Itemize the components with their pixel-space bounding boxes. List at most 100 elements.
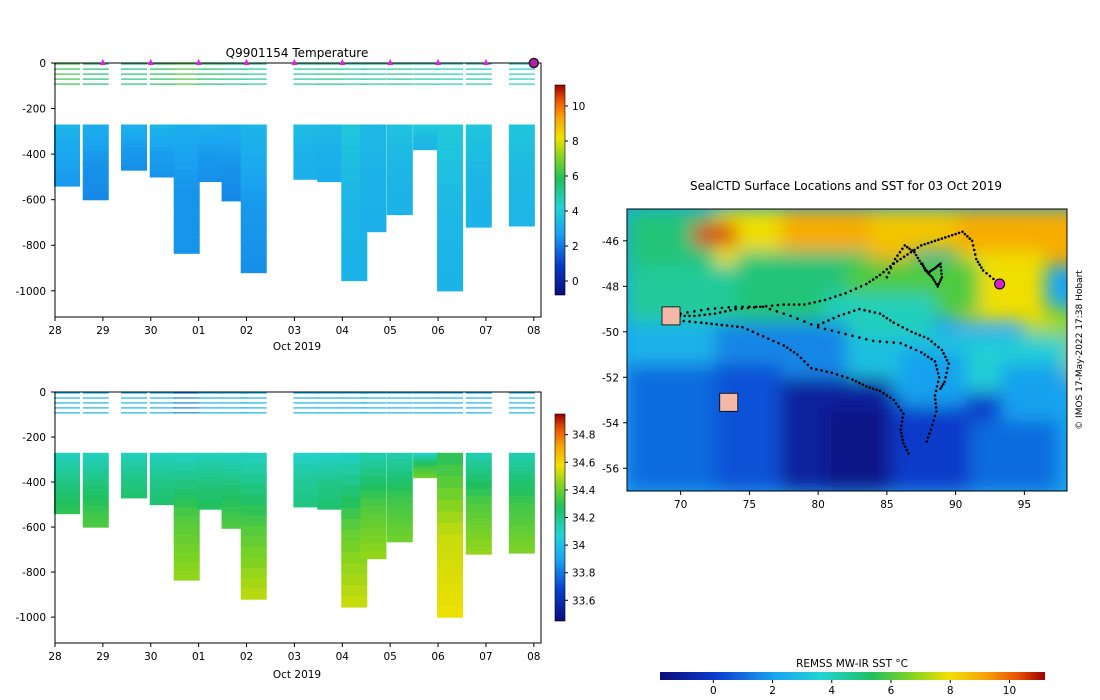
salinity-profile-cell	[149, 489, 176, 495]
track-point	[806, 363, 810, 367]
temperature-profile	[465, 63, 492, 228]
track-point	[724, 310, 727, 313]
temperature-profile-cell	[293, 136, 320, 141]
seal-patch-markers	[661, 278, 1006, 412]
temperature-profile	[240, 63, 267, 274]
track-point	[729, 308, 732, 312]
track-point	[830, 371, 834, 375]
temperature-profile-cell	[386, 156, 413, 164]
salinity-surface-line	[360, 402, 387, 404]
salinity-profile	[121, 392, 148, 499]
track-point	[947, 234, 951, 238]
salinity-profile-cell	[341, 540, 368, 553]
salinity-profile-cell	[465, 517, 492, 526]
temperature-profile-cell	[221, 151, 248, 158]
temperature-profile-cell	[121, 131, 148, 135]
salinity-profile-cell	[82, 463, 109, 470]
salinity-profile-cell	[54, 496, 80, 502]
salinity-y-tick-label: -400	[22, 477, 46, 489]
temperature-profile	[293, 63, 320, 180]
temperature-profile-cell	[240, 135, 267, 147]
temperature-profile-cell	[54, 137, 80, 143]
salinity-profile-cell	[197, 505, 224, 510]
salinity-profile-cell	[221, 468, 248, 475]
temperature-profile-cell	[413, 137, 440, 140]
salinity-profile-cell	[465, 503, 492, 512]
salinity-profile-cell	[121, 488, 148, 492]
salinity-profile-cell	[386, 535, 413, 543]
salinity-surface-line	[240, 397, 267, 399]
salinity-profile	[293, 392, 320, 508]
temperature-surface-line	[54, 83, 80, 85]
track-point	[796, 353, 799, 356]
salinity-y-tick-label: -1000	[15, 612, 46, 624]
temperature-profile-cell	[508, 160, 535, 169]
track-point	[910, 330, 913, 334]
salinity-surface-line	[413, 402, 440, 404]
sst-colorbar-tick-label: 8	[947, 685, 954, 697]
temperature-x-tick-label: 01	[192, 325, 205, 337]
salinity-surface-line	[121, 402, 148, 404]
temperature-surface-line	[386, 68, 413, 70]
salinity-surface-line	[508, 397, 535, 399]
salinity-panel: 28 29 30 01 02 03 04 05 06 07 08 0 -200 -400 -600 -800 -…	[15, 387, 595, 681]
track-point	[727, 306, 731, 309]
salinity-surface-line	[317, 392, 344, 394]
temperature-profile-cell	[221, 140, 248, 147]
track-point	[710, 322, 713, 326]
salinity-profile-cell	[240, 505, 267, 517]
salinity-profile-cell	[360, 528, 387, 537]
temperature-profile-cell	[173, 152, 200, 162]
track-point	[864, 385, 868, 388]
temperature-profile-cell	[240, 209, 267, 221]
track-point	[946, 366, 950, 370]
track-point	[899, 428, 902, 431]
temperature-profile-cell	[413, 129, 440, 133]
temperature-profile-cell	[221, 173, 248, 180]
track-point	[922, 335, 926, 339]
temperature-colorbar-tick-label: 4	[572, 206, 579, 218]
salinity-axes: 28 29 30 01 02 03 04 05 06 07 08 0 -200 -400 -600 -800 -…	[15, 387, 542, 663]
temperature-profile-cell	[240, 240, 267, 253]
track-point	[885, 340, 889, 344]
track-point	[885, 275, 889, 279]
track-point	[934, 389, 938, 393]
track-point	[943, 380, 946, 384]
temperature-surface-line	[197, 68, 224, 70]
salinity-profile-cell	[82, 458, 109, 464]
temperature-profile-cell	[82, 135, 109, 142]
salinity-x-tick-label: 08	[527, 651, 540, 663]
temperature-profile-cell	[149, 128, 176, 133]
temperature-profile-cell	[149, 165, 176, 171]
salinity-surface-line	[360, 407, 387, 409]
salinity-profile-cell	[341, 551, 368, 564]
temperature-profile-cell	[173, 216, 200, 227]
track-point	[968, 237, 972, 240]
track-point	[699, 321, 703, 325]
temperature-profile-cell	[197, 152, 224, 158]
temperature-profile-cell	[149, 146, 176, 152]
salinity-profile-cell	[413, 475, 440, 479]
temperature-profile-cell	[121, 124, 148, 129]
salinity-profile-cell	[465, 474, 492, 483]
salinity-profile-cell	[82, 489, 109, 496]
temperature-profile-cell	[173, 244, 200, 254]
salinity-profile-cell	[121, 478, 148, 483]
track-point	[764, 304, 768, 308]
temperature-x-tick-label: 07	[479, 325, 492, 337]
temperature-time-marker	[482, 59, 489, 65]
track-point	[868, 280, 871, 284]
salinity-profile-cell	[121, 494, 148, 499]
track-point	[899, 257, 902, 261]
salinity-profile-cell	[317, 492, 344, 498]
temperature-surface-line	[293, 68, 320, 70]
salinity-profile-cell	[149, 497, 176, 502]
temperature-surface-line	[54, 63, 80, 65]
temperature-profile-cell	[508, 124, 535, 133]
temperature-time-marker	[339, 59, 346, 65]
track-point	[926, 436, 930, 439]
salinity-profile-cell	[173, 570, 200, 581]
track-point	[935, 385, 939, 388]
salinity-profile-cell	[437, 546, 464, 560]
salinity-profile-cell	[386, 509, 413, 517]
